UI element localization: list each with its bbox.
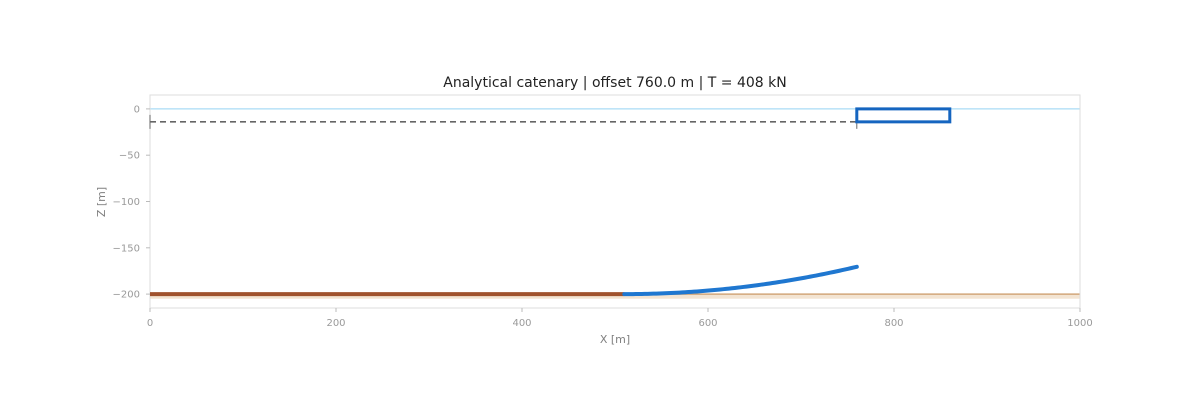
y-tick-label: −100 xyxy=(113,197,140,208)
seabed-band xyxy=(150,294,1080,299)
y-tick-label: −200 xyxy=(113,290,140,301)
x-tick-label: 400 xyxy=(512,318,531,329)
y-tick-label: −150 xyxy=(113,243,140,254)
x-tick-label: 0 xyxy=(147,318,153,329)
suspended-catenary-line xyxy=(622,264,859,297)
plot-area: 0 200 400 600 800 1000 0 −50 −100 −150 −200 xyxy=(113,94,1093,329)
chart-title: Analytical catenary | offset 760.0 m | T… xyxy=(443,75,786,91)
y-tick-label: 0 xyxy=(134,104,140,115)
y-axis-label: Z [m] xyxy=(95,187,108,217)
x-tick-label: 800 xyxy=(884,318,903,329)
plot-frame xyxy=(149,94,1081,309)
vessel-box xyxy=(855,107,952,124)
x-tick-label: 1000 xyxy=(1067,318,1092,329)
x-tick-label: 600 xyxy=(698,318,717,329)
x-tick-label: 200 xyxy=(326,318,345,329)
y-tick-label: −50 xyxy=(119,151,140,162)
x-axis-label: X [m] xyxy=(600,333,630,346)
